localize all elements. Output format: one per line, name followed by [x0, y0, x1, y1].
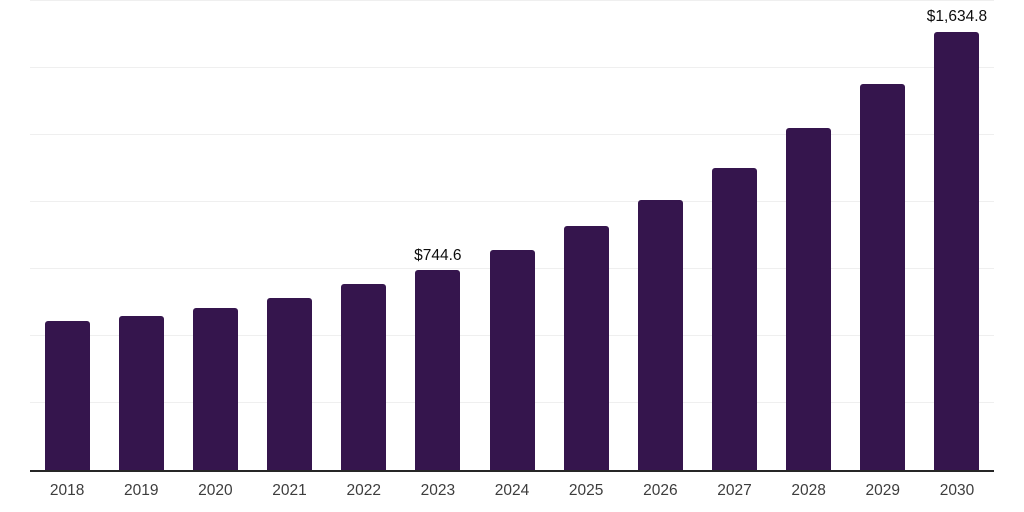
bar-2028: [786, 128, 832, 470]
bar-slot-2029: [846, 1, 920, 470]
bar-2027: [711, 167, 757, 470]
bar-slot-2024: [475, 1, 549, 470]
bar-2020: [192, 308, 238, 470]
bar-slot-2022: [327, 1, 401, 470]
bar-value-label-2030: $1,634.8: [926, 8, 988, 26]
x-tick-label-2026: 2026: [643, 482, 678, 499]
x-tick-label-2030: 2030: [939, 482, 975, 499]
bar-slot-2023: $744.6: [401, 1, 475, 470]
bar-2030: [934, 31, 980, 470]
x-tick-label-2025: 2025: [568, 482, 604, 499]
x-tick-label-2027: 2027: [717, 482, 752, 499]
gridline-1750: [30, 0, 994, 1]
bar-2029: [860, 83, 906, 470]
x-tick-label-2028: 2028: [791, 482, 826, 499]
bar-2019: [118, 316, 164, 470]
bar-2025: [563, 225, 609, 470]
bar-slot-2020: [178, 1, 252, 470]
x-axis-line: [30, 470, 994, 472]
gridline-1250: [30, 134, 994, 135]
x-tick-label-2024: 2024: [494, 482, 530, 499]
bar-slot-2025: [549, 1, 623, 470]
gridline-1500: [30, 67, 994, 68]
bar-2021: [267, 298, 313, 470]
x-tick-label-2029: 2029: [865, 482, 901, 499]
bar-2018: [44, 321, 90, 470]
x-tick-label-2021: 2021: [272, 482, 307, 499]
bar-2026: [637, 200, 683, 470]
x-axis-labels: 2018 2019 2020 2021 2022 2023 2024 2025 2026 2027…: [30, 483, 994, 499]
bar-2022: [341, 284, 387, 470]
bar-slot-2021: [252, 1, 326, 470]
bar-slot-2030: $1,634.8: [920, 1, 994, 470]
x-tick-label-2022: 2022: [346, 482, 381, 499]
bars-row: $744.6 $1,634.8: [30, 1, 994, 470]
x-tick-label-2020: 2020: [198, 482, 233, 499]
x-tick-label-2019: 2019: [123, 482, 159, 499]
bar-slot-2028: [772, 1, 846, 470]
x-tick-label-2023: 2023: [420, 482, 456, 499]
bar-2023: [415, 270, 461, 470]
bar-2024: [489, 249, 535, 470]
plot-area: $744.6 $1,634.8: [30, 0, 994, 470]
gridline-1000: [30, 201, 994, 202]
bar-slot-2019: [104, 1, 178, 470]
bar-slot-2027: [697, 1, 771, 470]
bar-value-label-2023: $744.6: [414, 246, 462, 264]
bar-slot-2018: [30, 1, 104, 470]
bar-slot-2026: [623, 1, 697, 470]
x-tick-label-2018: 2018: [49, 482, 85, 499]
